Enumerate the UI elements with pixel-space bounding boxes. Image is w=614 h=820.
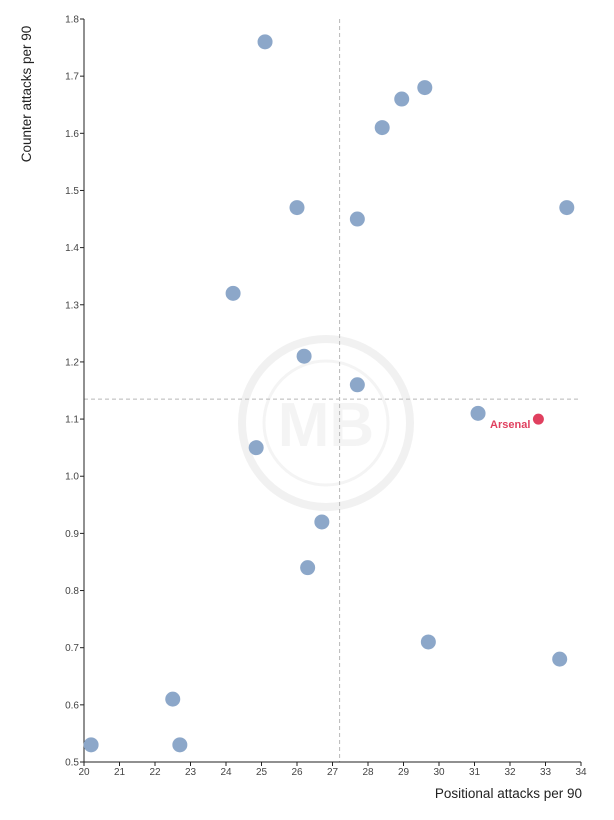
data-points <box>83 34 575 753</box>
y-tick-label: 0.5 <box>65 758 79 769</box>
y-tick-label: 1.1 <box>65 415 79 426</box>
x-tick-label: 27 <box>327 767 339 778</box>
y-tick-label: 0.6 <box>65 700 79 711</box>
data-point <box>470 405 486 421</box>
x-tick-label: 20 <box>78 767 90 778</box>
data-point <box>314 514 330 530</box>
data-point <box>300 560 316 576</box>
x-tick-label: 29 <box>398 767 410 778</box>
x-tick-label: 24 <box>220 767 232 778</box>
y-tick-label: 1.5 <box>65 186 79 197</box>
data-point <box>289 200 305 216</box>
data-point <box>296 348 312 364</box>
y-tick-label: 1.0 <box>65 472 79 483</box>
x-tick-label: 30 <box>433 767 445 778</box>
y-tick-label: 1.4 <box>65 243 79 254</box>
data-point <box>420 634 436 650</box>
data-point <box>83 737 99 753</box>
highlight-group: Arsenal <box>490 413 544 431</box>
x-tick-label: 32 <box>504 767 516 778</box>
y-axis-label: Counter attacks per 90 <box>19 26 34 163</box>
data-point <box>349 211 365 227</box>
y-tick-label: 1.2 <box>65 357 79 368</box>
data-point <box>257 34 273 50</box>
y-axis-ticks: 0.5 0.6 0.7 0.8 0.9 1.0 1.1 1.2 1.3 1.4 1.5 1.6 1.7 1… <box>65 15 84 769</box>
data-point <box>172 737 188 753</box>
data-point <box>225 285 241 301</box>
data-point <box>559 200 575 216</box>
x-axis-label: Positional attacks per 90 <box>435 786 582 801</box>
data-point <box>552 651 568 667</box>
x-axis-ticks: 20 21 22 23 24 25 26 27 28 29 30 31 32 33 34 <box>78 762 587 778</box>
y-tick-label: 1.3 <box>65 300 79 311</box>
x-tick-label: 26 <box>291 767 303 778</box>
y-tick-label: 0.7 <box>65 643 79 654</box>
x-tick-label: 25 <box>256 767 268 778</box>
x-tick-label: 21 <box>114 767 126 778</box>
reference-lines <box>84 19 581 762</box>
data-point <box>165 691 181 707</box>
watermark-text: MB <box>278 391 374 460</box>
y-tick-label: 1.6 <box>65 129 79 140</box>
y-tick-label: 0.8 <box>65 586 79 597</box>
data-point <box>374 120 390 136</box>
x-tick-label: 33 <box>540 767 552 778</box>
watermark-logo: MB <box>238 335 414 511</box>
data-point <box>394 91 410 107</box>
data-point <box>349 377 365 393</box>
x-tick-label: 23 <box>185 767 197 778</box>
y-tick-label: 0.9 <box>65 529 79 540</box>
data-point <box>417 80 433 96</box>
x-tick-label: 28 <box>362 767 374 778</box>
highlight-label: Arsenal <box>490 419 530 431</box>
y-tick-label: 1.7 <box>65 72 79 83</box>
highlight-point <box>532 413 544 425</box>
x-tick-label: 31 <box>469 767 481 778</box>
data-point <box>248 440 264 456</box>
y-tick-label: 1.8 <box>65 15 79 26</box>
x-tick-label: 34 <box>575 767 587 778</box>
x-tick-label: 22 <box>149 767 161 778</box>
